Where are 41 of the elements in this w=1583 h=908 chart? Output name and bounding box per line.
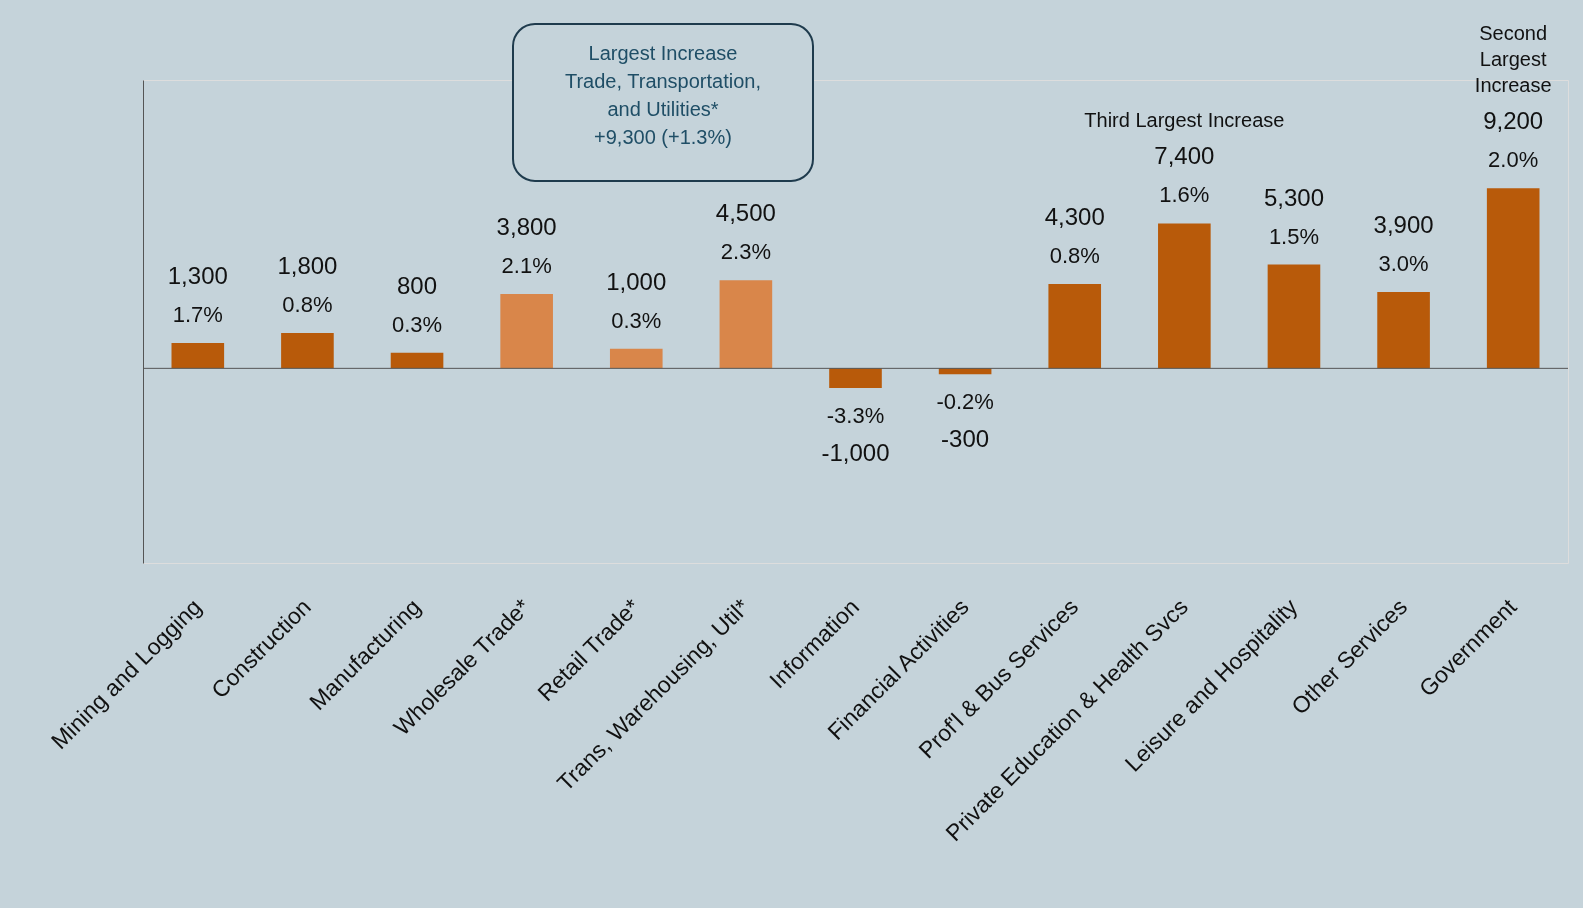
data-label: 7,400 xyxy=(1154,142,1215,170)
text: Largest Increase Trade, Transportation, and Utilities* +9,300 (+1.3%) xyxy=(564,42,762,148)
data-label: 1,000 xyxy=(606,267,667,295)
bar xyxy=(171,342,225,369)
bar xyxy=(500,293,553,369)
bar xyxy=(1377,291,1430,369)
data-label: 1,800 xyxy=(277,252,338,280)
annotation: 2.3% xyxy=(720,239,771,265)
annotation: 2.1% xyxy=(501,252,552,278)
bar xyxy=(1158,223,1211,369)
annotation: 3.0% xyxy=(1378,250,1429,276)
bar xyxy=(281,333,334,369)
annotation: 0.3% xyxy=(611,307,662,333)
bar xyxy=(719,280,773,369)
data-label: -300 xyxy=(941,425,990,453)
annotation: 1.6% xyxy=(1159,182,1210,208)
data-label: 800 xyxy=(397,271,438,299)
annotation: 0.3% xyxy=(391,311,443,337)
bar xyxy=(1267,264,1321,369)
annotation: 1.7% xyxy=(172,301,223,327)
annotation: 0.8% xyxy=(282,292,333,318)
data-label: 1,300 xyxy=(167,261,228,289)
data-label: 5,300 xyxy=(1263,183,1324,211)
text: -0.2% xyxy=(936,389,994,415)
annotation: 0.8% xyxy=(1049,243,1100,269)
bar xyxy=(829,368,882,388)
bar xyxy=(1048,284,1102,369)
bar xyxy=(609,348,663,369)
text: -3.3% xyxy=(826,402,885,428)
data-label: 3,800 xyxy=(496,212,557,240)
data-label: -1,000 xyxy=(821,438,890,466)
text: Third Largest Increase xyxy=(1084,109,1285,132)
text: 2.0% xyxy=(1488,147,1539,173)
data-label: 4,300 xyxy=(1044,203,1105,231)
bar xyxy=(390,352,444,369)
text: Second Largest Increase xyxy=(1474,22,1552,97)
annotation: 1.5% xyxy=(1268,223,1320,249)
data-label: 3,900 xyxy=(1373,210,1434,238)
bar xyxy=(1486,188,1540,369)
data-label: 9,200 xyxy=(1483,107,1544,135)
data-label: 4,500 xyxy=(715,199,776,227)
